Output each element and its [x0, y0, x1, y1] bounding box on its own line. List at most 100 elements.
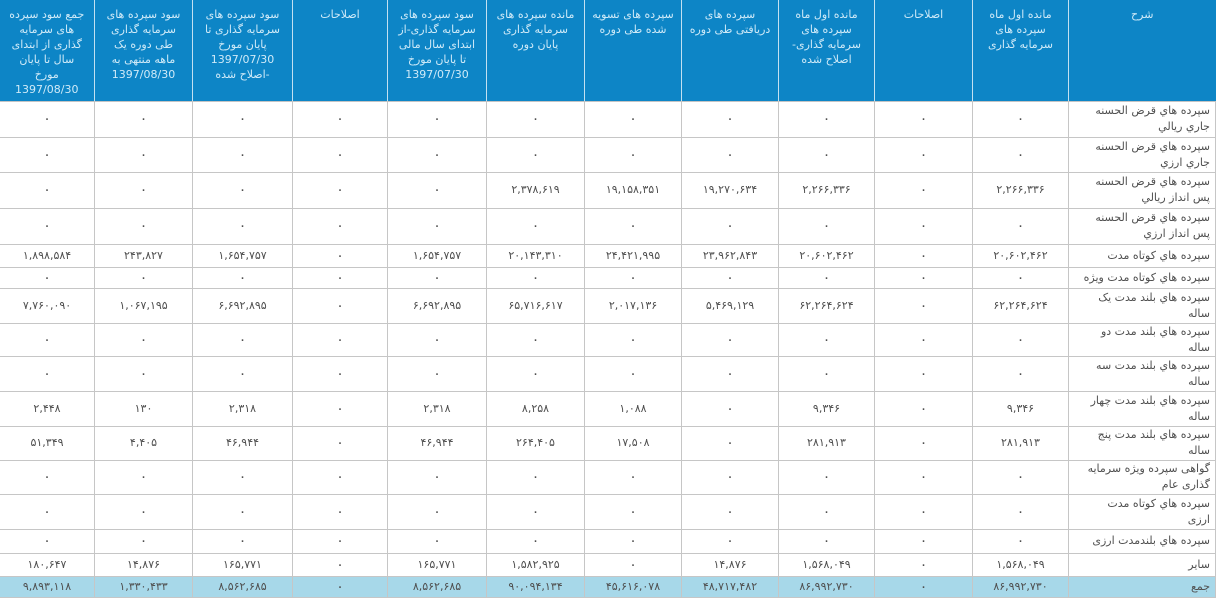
cell-profit-to-date: ۱,۶۵۴,۷۵۷ — [387, 243, 487, 268]
row-label: سپرده هاي بلند مدت پنج ساله — [1068, 425, 1216, 461]
cell-profit-to-date-adjusted: ۱۶۵,۷۷۱ — [192, 552, 293, 577]
cell-adjustments-1: ۰ — [874, 493, 973, 530]
cell-balance-start-month: ۰ — [972, 493, 1069, 530]
cell-adjustments-1: ۰ — [874, 266, 973, 289]
cell-balance-start-adjusted: ۸۶,۹۹۲,۷۳۰ — [778, 575, 875, 598]
row-label: سپرده هاي قرض الحسنه جاري ريالي — [1068, 100, 1216, 138]
cell-profit-one-month: ۰ — [94, 528, 193, 554]
cell-balance-start-month: ۶۲,۲۶۴,۶۲۴ — [972, 287, 1069, 324]
cell-adjustments-2: ۰ — [292, 552, 388, 577]
cell-profit-to-date-adjusted: ۰ — [192, 207, 293, 245]
cell-received-during-period: ۰ — [681, 322, 779, 357]
cell-profit-to-date-adjusted: ۰ — [192, 136, 293, 173]
cell-balance-end-period: ۰ — [486, 207, 585, 245]
row-label: سپرده هاي کوتاه مدت — [1068, 243, 1216, 268]
cell-adjustments-2: ۰ — [292, 266, 388, 289]
row-label: جمع — [1068, 575, 1216, 598]
row-label: سپرده هاي قرض الحسنه پس انداز ريالي — [1068, 171, 1216, 209]
cell-adjustments-2: ۰ — [292, 425, 388, 461]
cell-profit-to-date: ۰ — [387, 459, 487, 495]
cell-settled-during-period: ۲,۰۱۷,۱۳۶ — [584, 287, 682, 324]
cell-profit-to-date: ۰ — [387, 136, 487, 173]
cell-received-during-period: ۰ — [681, 528, 779, 554]
cell-received-during-period: ۰ — [681, 355, 779, 392]
cell-adjustments-1: ۰ — [874, 425, 973, 461]
cell-profit-to-date: ۴۶,۹۴۴ — [387, 425, 487, 461]
cell-profit-to-date: ۲,۳۱۸ — [387, 390, 487, 427]
cell-adjustments-2: ۰ — [292, 528, 388, 554]
column-header-profit-one-month: سود سپرده های سرمایه گذاری طی دوره یک ما… — [94, 0, 193, 102]
cell-profit-one-month: ۰ — [94, 322, 193, 357]
cell-adjustments-1: ۰ — [874, 136, 973, 173]
cell-profit-to-date: ۰ — [387, 322, 487, 357]
cell-balance-start-month: ۲۰,۶۰۲,۴۶۲ — [972, 243, 1069, 268]
cell-settled-during-period: ۰ — [584, 355, 682, 392]
table-row: سپرده هاي کوتاه مدت ارزی ۰ ۰ ۰ ۰ ۰ ۰ ۰ ۰ ۰ ۰ ۰ — [0, 493, 1216, 530]
cell-adjustments-1: ۰ — [874, 243, 973, 268]
row-label: سپرده هاي بلند مدت چهار ساله — [1068, 390, 1216, 427]
column-header-profit-to-date: سود سپرده های سرمایه گذاری-از ابتدای سال… — [387, 0, 487, 102]
cell-profit-one-month: ۱۳۰ — [94, 390, 193, 427]
cell-balance-start-month: ۰ — [972, 136, 1069, 173]
column-header-balance-end-period: مانده سپرده های سرمایه گذاری پایان دوره — [486, 0, 585, 102]
column-header-received-during-period: سپرده های دریافتی طی دوره — [681, 0, 779, 102]
table-row: سپرده هاي بلند مدت چهار ساله ۹,۳۴۶ ۰ ۹,۳۴۶ ۰… — [0, 390, 1216, 427]
cell-received-during-period: ۰ — [681, 390, 779, 427]
cell-adjustments-2: ۰ — [292, 575, 388, 598]
cell-received-during-period: ۱۴,۸۷۶ — [681, 552, 779, 577]
row-label: سپرده هاي بلند مدت يک ساله — [1068, 287, 1216, 324]
cell-adjustments-1: ۰ — [874, 390, 973, 427]
cell-profit-total: ۰ — [0, 355, 95, 392]
cell-balance-end-period: ۰ — [486, 493, 585, 530]
row-label: سپرده هاي بلند مدت سه ساله — [1068, 355, 1216, 392]
cell-balance-start-month: ۰ — [972, 266, 1069, 289]
column-header-profit-total: جمع سود سپرده های سرمایه گذاری از ابتدای… — [0, 0, 95, 102]
cell-adjustments-2: ۰ — [292, 322, 388, 357]
cell-profit-to-date-adjusted: ۰ — [192, 355, 293, 392]
cell-adjustments-1: ۰ — [874, 552, 973, 577]
row-label: سپرده هاي کوتاه مدت ارزی — [1068, 493, 1216, 530]
cell-adjustments-2: ۰ — [292, 493, 388, 530]
cell-adjustments-1: ۰ — [874, 459, 973, 495]
table-row: سپرده هاي قرض الحسنه پس انداز ارزي ۰ ۰ ۰ ۰ ۰ ۰… — [0, 207, 1216, 245]
cell-profit-one-month: ۱۴,۸۷۶ — [94, 552, 193, 577]
cell-settled-during-period: ۰ — [584, 207, 682, 245]
cell-balance-start-month: ۰ — [972, 528, 1069, 554]
cell-profit-one-month: ۰ — [94, 136, 193, 173]
cell-profit-total: ۵۱,۳۴۹ — [0, 425, 95, 461]
column-header-profit-to-date-adjusted: سود سپرده های سرمایه گذاری تا پایان مورخ… — [192, 0, 293, 102]
cell-profit-to-date-adjusted: ۰ — [192, 100, 293, 138]
cell-balance-end-period: ۹۰,۰۹۴,۱۳۴ — [486, 575, 585, 598]
cell-balance-end-period: ۲۶۴,۴۰۵ — [486, 425, 585, 461]
total-row: جمع ۸۶,۹۹۲,۷۳۰ ۰ ۸۶,۹۹۲,۷۳۰ ۴۸,۷۱۷,۴۸۲ ۴۵,۶۱۶… — [0, 575, 1216, 598]
table-row: سپرده هاي بلندمدت ارزی ۰ ۰ ۰ ۰ ۰ ۰ ۰ ۰ ۰ ۰ ۰ — [0, 528, 1216, 554]
table-row: سپرده هاي کوتاه مدت ۲۰,۶۰۲,۴۶۲ ۰ ۲۰,۶۰۲,۴۶۲… — [0, 243, 1216, 268]
cell-received-during-period: ۰ — [681, 425, 779, 461]
cell-balance-start-adjusted: ۲۸۱,۹۱۳ — [778, 425, 875, 461]
cell-profit-one-month: ۰ — [94, 266, 193, 289]
cell-profit-to-date-adjusted: ۴۶,۹۴۴ — [192, 425, 293, 461]
cell-adjustments-1: ۰ — [874, 322, 973, 357]
table-row: سپرده هاي بلند مدت دو ساله ۰ ۰ ۰ ۰ ۰ ۰ ۰ ۰ ۰ ۰ ۰ — [0, 322, 1216, 357]
cell-received-during-period: ۰ — [681, 100, 779, 138]
column-header-balance-start-adjusted: مانده اول ماه سپرده های سرمایه گذاری- اص… — [778, 0, 875, 102]
cell-profit-to-date-adjusted: ۰ — [192, 266, 293, 289]
cell-balance-end-period: ۰ — [486, 355, 585, 392]
cell-balance-start-adjusted: ۹,۳۴۶ — [778, 390, 875, 427]
cell-balance-start-adjusted: ۰ — [778, 100, 875, 138]
cell-adjustments-1: ۰ — [874, 100, 973, 138]
column-header-adjustments-2: اصلاحات — [292, 0, 388, 102]
column-header-adjustments-1: اصلاحات — [874, 0, 973, 102]
cell-balance-start-adjusted: ۰ — [778, 136, 875, 173]
cell-adjustments-2: ۰ — [292, 136, 388, 173]
cell-balance-start-month: ۸۶,۹۹۲,۷۳۰ — [972, 575, 1069, 598]
cell-balance-end-period: ۰ — [486, 136, 585, 173]
cell-profit-to-date-adjusted: ۰ — [192, 322, 293, 357]
cell-balance-end-period: ۲۰,۱۴۳,۳۱۰ — [486, 243, 585, 268]
cell-settled-during-period: ۱۹,۱۵۸,۳۵۱ — [584, 171, 682, 209]
cell-adjustments-2: ۰ — [292, 243, 388, 268]
cell-settled-during-period: ۰ — [584, 266, 682, 289]
table-row: سپرده هاي قرض الحسنه جاري ريالي ۰ ۰ ۰ ۰ ۰ ۰ ۰ ۰ ۰… — [0, 100, 1216, 138]
cell-adjustments-2: ۰ — [292, 207, 388, 245]
